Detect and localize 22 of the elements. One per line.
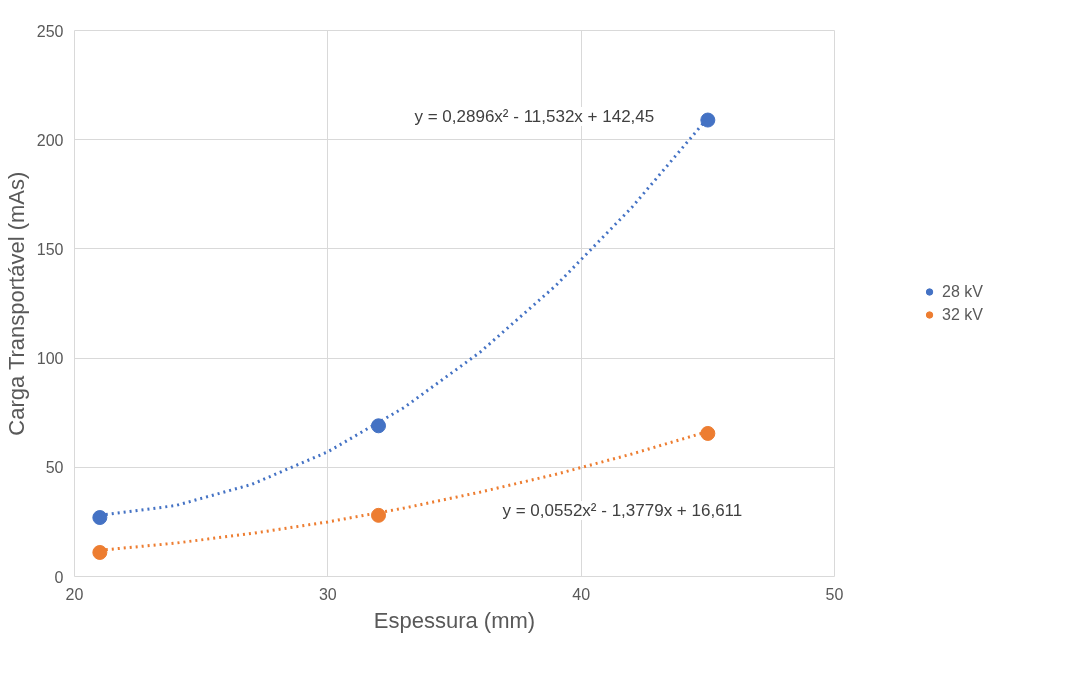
annotation: y = 0,2896x² - 11,532x + 142,45 — [414, 107, 655, 126]
annotation: y = 0,0552x² - 1,3779x + 16,611 — [502, 501, 743, 520]
point — [700, 425, 716, 441]
point — [371, 507, 386, 523]
point — [92, 510, 108, 526]
y-tick-label: 0 — [54, 568, 64, 586]
x-tick-label: 20 — [65, 585, 84, 603]
x-tick-label: 30 — [318, 585, 337, 603]
x-axis-title: Espessura (mm) — [373, 607, 536, 633]
y-tick-label: 50 — [45, 459, 64, 477]
legend-label: 32 kV — [942, 305, 983, 324]
point — [92, 544, 108, 560]
y-axis-title: Carga Transportável (mAs) — [3, 171, 29, 436]
y-tick-label: 100 — [36, 350, 64, 368]
y-tick-label: 250 — [36, 22, 64, 40]
y-tick-label: 150 — [36, 240, 64, 258]
x-tick-label: 40 — [572, 585, 591, 603]
point — [700, 112, 716, 128]
x-tick-label: 50 — [825, 585, 844, 603]
y-tick-label: 200 — [36, 131, 64, 149]
legend-label: 28 kV — [942, 282, 983, 301]
point — [371, 418, 386, 434]
